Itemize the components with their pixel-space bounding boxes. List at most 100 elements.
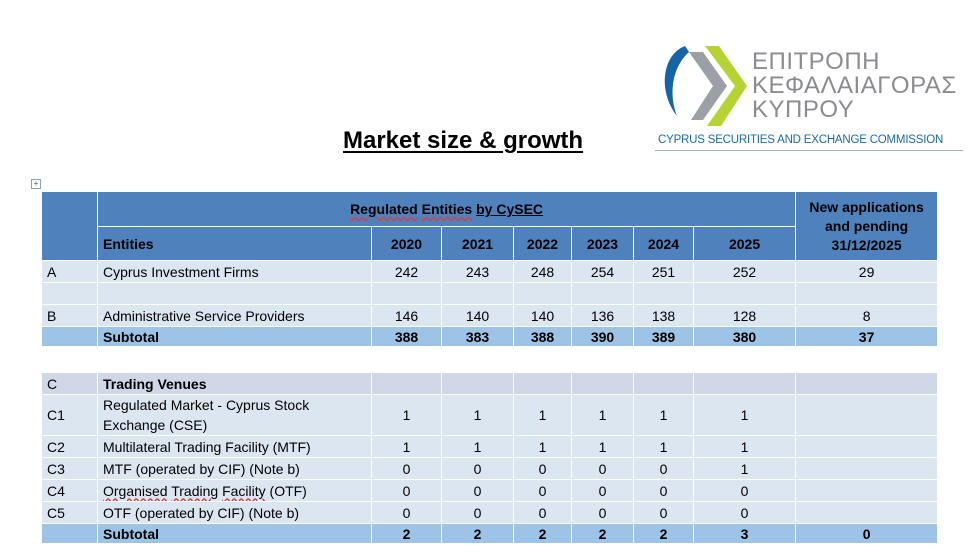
empty-cell <box>571 346 634 373</box>
value-cell: 1 <box>513 435 572 458</box>
value-cell: 0 <box>633 479 694 502</box>
value-cell: 146 <box>371 304 442 327</box>
value-cell: 0 <box>692 479 797 502</box>
empty-cell <box>513 282 572 305</box>
empty-cell <box>513 372 572 395</box>
new-applications-cell <box>795 435 939 458</box>
value-cell: 0 <box>633 501 694 524</box>
value-cell: 1 <box>692 457 797 480</box>
value-cell: 0 <box>692 501 797 524</box>
new-applications-cell <box>795 457 939 480</box>
table-row: C Trading Venues <box>41 372 939 395</box>
row-code: C1 <box>41 394 98 436</box>
value-cell: 0 <box>441 457 514 480</box>
value-cell: 1 <box>571 435 634 458</box>
value-cell: 1 <box>633 394 694 436</box>
value-cell: 380 <box>692 326 797 347</box>
value-cell: 1 <box>692 394 797 436</box>
cysec-logo: ΕΠΙΤΡΟΠΗ ΚΕΦΑΛΑΙΑΓΟΡΑΣ ΚΥΠΡΟΥ CYPRUS SEC… <box>655 40 975 155</box>
value-cell: 0 <box>571 501 634 524</box>
empty-cell <box>571 372 634 395</box>
row-code: B <box>41 304 98 327</box>
value-cell: 1 <box>692 435 797 458</box>
value-cell: 136 <box>571 304 634 327</box>
value-cell: 251 <box>633 260 694 283</box>
value-cell: 389 <box>633 326 694 347</box>
table-row: C5 OTF (operated by CIF) (Note b) 0 0 0 0 0 0 <box>41 501 939 524</box>
empty-cell <box>441 282 514 305</box>
table-row <box>41 282 939 305</box>
row-code: C <box>41 372 98 395</box>
row-name: Administrative Service Providers <box>97 304 372 327</box>
group-header: Regulated Entities by CySEC <box>96 191 797 227</box>
empty-cell <box>513 346 572 373</box>
row-name-part: Facility <box>222 482 266 499</box>
empty-cell <box>441 372 514 395</box>
value-cell: 2 <box>371 523 442 544</box>
value-cell: 242 <box>371 260 442 283</box>
empty-cell <box>633 372 694 395</box>
value-cell: 0 <box>571 479 634 502</box>
value-cell: 0 <box>441 501 514 524</box>
value-cell: 388 <box>371 326 442 347</box>
table-row: Subtotal 388 383 388 390 389 380 37 <box>41 326 939 347</box>
value-cell: 390 <box>571 326 634 347</box>
value-cell: 0 <box>633 457 694 480</box>
value-cell: 254 <box>571 260 634 283</box>
new-applications-cell: 29 <box>795 260 939 283</box>
new-applications-cell: 37 <box>795 326 939 347</box>
row-name: Trading Venues <box>97 372 372 395</box>
logo-line-2: ΚΕΦΑΛΑΙΑΓΟΡΑΣ <box>752 72 957 99</box>
new-applications-cell: 0 <box>795 523 939 544</box>
logo-divider <box>655 150 963 151</box>
table-row: C3 MTF (operated by CIF) (Note b) 0 0 0 0 0 1 <box>41 457 939 480</box>
empty-cell <box>692 282 797 305</box>
value-cell: 1 <box>633 435 694 458</box>
new-applications-header: New applications and pending 31/12/2025 <box>795 191 939 261</box>
year-header: 2025 <box>692 226 797 261</box>
value-cell: 252 <box>692 260 797 283</box>
row-name: OTF (operated by CIF) (Note b) <box>97 501 372 524</box>
table-row: A Cyprus Investment Firms 242 243 248 254 251 2… <box>41 260 939 283</box>
row-code <box>41 326 98 347</box>
page-title: Market size & growth <box>343 127 584 154</box>
value-cell: 0 <box>371 501 442 524</box>
logo-subtitle: CYPRUS SECURITIES AND EXCHANGE COMMISSIO… <box>658 134 944 146</box>
row-code: A <box>41 260 98 283</box>
value-cell: 2 <box>571 523 634 544</box>
new-applications-cell: 8 <box>795 304 939 327</box>
row-name: Organised Trading Facility (OTF) <box>97 479 372 502</box>
row-name: Regulated Market - Cyprus Stock Exchange… <box>97 394 372 436</box>
row-code: C5 <box>41 501 98 524</box>
table-move-handle-icon[interactable]: + <box>31 179 41 189</box>
value-cell: 1 <box>371 394 442 436</box>
value-cell: 140 <box>513 304 572 327</box>
row-code: C3 <box>41 457 98 480</box>
empty-cell <box>795 372 939 395</box>
value-cell: 0 <box>371 457 442 480</box>
value-cell: 2 <box>441 523 514 544</box>
entities-header: Entities <box>97 226 372 261</box>
value-cell: 0 <box>513 457 572 480</box>
empty-cell <box>692 372 797 395</box>
code-header <box>41 191 98 261</box>
value-cell: 138 <box>633 304 694 327</box>
empty-cell <box>371 282 442 305</box>
value-cell: 1 <box>371 435 442 458</box>
table-row: Subtotal 2 2 2 2 2 3 0 <box>41 523 939 544</box>
regulated-entities-table: Regulated Entities by CySEC New applicat… <box>41 191 939 544</box>
value-cell: 0 <box>371 479 442 502</box>
row-name-part: Organised <box>103 482 168 499</box>
empty-cell <box>97 346 372 373</box>
table-row: B Administrative Service Providers 146 140 1… <box>41 304 939 327</box>
empty-cell <box>795 282 939 305</box>
empty-cell <box>633 282 694 305</box>
empty-cell <box>371 346 442 373</box>
row-name: Multilateral Trading Facility (MTF) <box>97 435 372 458</box>
value-cell: 0 <box>571 457 634 480</box>
value-cell: 0 <box>513 501 572 524</box>
empty-cell <box>571 282 634 305</box>
row-name-part: (OTF) <box>269 482 307 499</box>
empty-cell <box>371 372 442 395</box>
empty-cell <box>633 346 694 373</box>
